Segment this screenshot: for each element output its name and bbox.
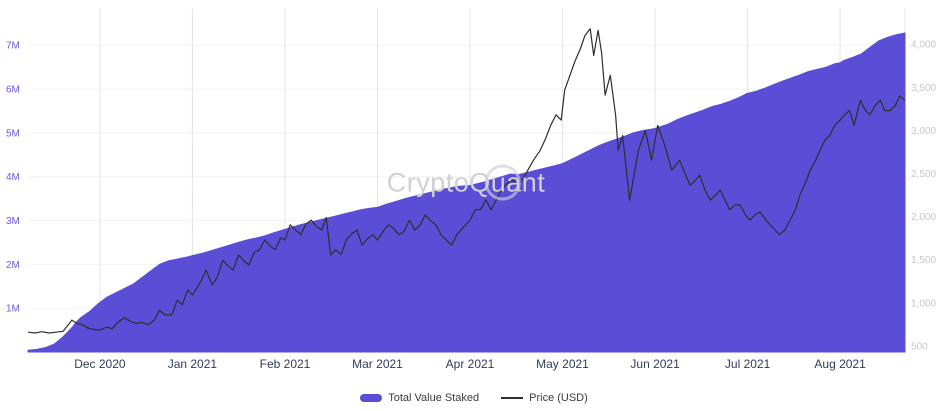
chart-legend: Total Value Staked Price (USD) (0, 392, 948, 404)
left-axis-tick-label: 6M (6, 85, 20, 96)
legend-price-label: Price (USD) (529, 392, 588, 404)
x-axis-tick-label: Aug 2021 (814, 357, 866, 371)
price-line-series (27, 28, 906, 334)
right-axis-tick-label: 3,500 (911, 83, 936, 94)
legend-staked-label: Total Value Staked (388, 392, 480, 404)
x-axis-tick-label: Apr 2021 (446, 357, 495, 371)
x-axis-tick-label: Mar 2021 (352, 357, 403, 371)
x-axis-tick-label: May 2021 (536, 357, 589, 371)
left-axis-tick-label: 3M (6, 216, 20, 227)
right-axis-tick-label: 1,000 (911, 298, 936, 309)
x-axis-tick-label: Jul 2021 (725, 357, 771, 371)
chart-plot-area[interactable]: 7M 6M 5M 4M 3M 2M 1M 4,000 3,500 3,000 2,500 2,000 1… (0, 0, 948, 375)
staked-swatch-icon (360, 394, 383, 402)
price-line-icon (501, 397, 524, 399)
x-axis-tick-label: Jan 2021 (168, 357, 218, 371)
legend-item-price-usd[interactable]: Price (USD) (501, 392, 588, 404)
left-axis-tick-label: 5M (6, 128, 20, 139)
left-axis-tick-label: 4M (6, 172, 20, 183)
right-axis-tick-label: 500 (911, 342, 928, 353)
left-axis-tick-label: 7M (6, 41, 20, 52)
legend-item-total-value-staked[interactable]: Total Value Staked (360, 392, 479, 404)
x-axis-tick-label: Dec 2020 (74, 357, 126, 371)
left-axis-tick-label: 1M (6, 304, 20, 315)
right-axis-tick-label: 2,500 (911, 169, 936, 180)
staked-area-series (27, 32, 906, 353)
left-axis-tick-label: 2M (6, 260, 20, 271)
right-axis-tick-label: 4,000 (911, 40, 936, 51)
x-axis-tick-label: Feb 2021 (260, 357, 311, 371)
right-axis-tick-label: 2,000 (911, 212, 936, 223)
x-axis-tick-label: Jun 2021 (630, 357, 680, 371)
right-axis-tick-label: 3,000 (911, 126, 936, 137)
right-axis-tick-label: 1,500 (911, 255, 936, 266)
